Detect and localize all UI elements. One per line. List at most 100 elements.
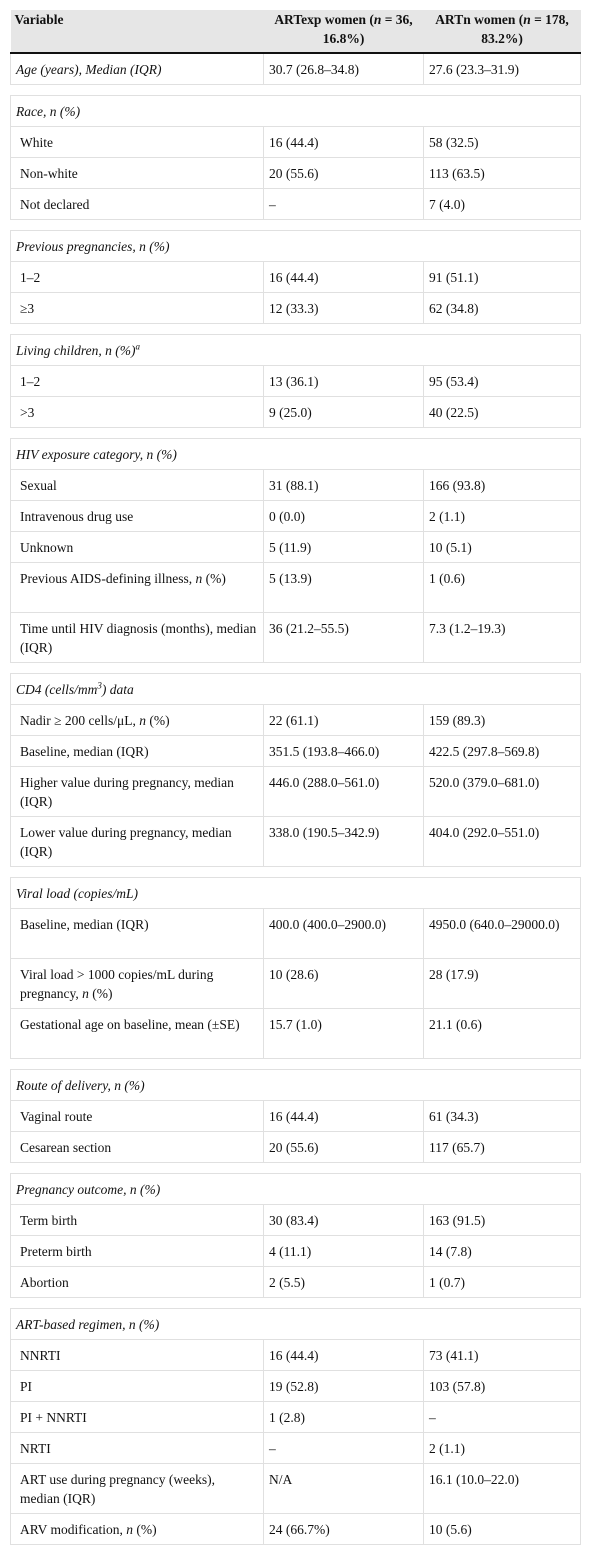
row-label: Not declared bbox=[10, 188, 264, 220]
artn-value: 61 (34.3) bbox=[423, 1100, 581, 1132]
table-row: Gestational age on baseline, mean (±SE) … bbox=[10, 1008, 581, 1059]
spacer-row bbox=[10, 84, 581, 96]
row-label: Vaginal route bbox=[10, 1100, 264, 1132]
row-label: Lower value during pregnancy, median (IQ… bbox=[10, 816, 264, 867]
section-title: CD4 (cells/mm3) data bbox=[10, 673, 581, 705]
artexp-value: 15.7 (1.0) bbox=[263, 1008, 424, 1059]
artexp-value: 9 (25.0) bbox=[263, 396, 424, 428]
row-label: Unknown bbox=[10, 531, 264, 563]
row-label: PI bbox=[10, 1370, 264, 1402]
artn-value: 21.1 (0.6) bbox=[423, 1008, 581, 1059]
artexp-value: 400.0 (400.0–2900.0) bbox=[263, 908, 424, 959]
header-artn: ARTn women (n = 178, 83.2%) bbox=[423, 10, 581, 54]
artexp-value: 36 (21.2–55.5) bbox=[263, 612, 424, 663]
table-row: Viral load > 1000 copies/mL during pregn… bbox=[10, 958, 581, 1009]
table-row: Non-white 20 (55.6) 113 (63.5) bbox=[10, 157, 581, 189]
table-row: Term birth 30 (83.4) 163 (91.5) bbox=[10, 1204, 581, 1236]
table-row: ≥3 12 (33.3) 62 (34.8) bbox=[10, 292, 581, 324]
artexp-value: 4 (11.1) bbox=[263, 1235, 424, 1267]
artn-value: 404.0 (292.0–551.0) bbox=[423, 816, 581, 867]
row-label: Intravenous drug use bbox=[10, 500, 264, 532]
characteristics-table: Variable ARTexp women (n = 36, 16.8%) AR… bbox=[10, 10, 581, 1545]
table-row: Not declared – 7 (4.0) bbox=[10, 188, 581, 220]
artn-value: 91 (51.1) bbox=[423, 261, 581, 293]
artn-value: 422.5 (297.8–569.8) bbox=[423, 735, 581, 767]
table-row: Sexual 31 (88.1) 166 (93.8) bbox=[10, 469, 581, 501]
table-row: PI + NNRTI 1 (2.8) – bbox=[10, 1401, 581, 1433]
artn-value: 113 (63.5) bbox=[423, 157, 581, 189]
artn-value: 159 (89.3) bbox=[423, 704, 581, 736]
artexp-value: 13 (36.1) bbox=[263, 365, 424, 397]
header-row: Variable ARTexp women (n = 36, 16.8%) AR… bbox=[10, 10, 581, 54]
row-label: Preterm birth bbox=[10, 1235, 264, 1267]
header-artexp: ARTexp women (n = 36, 16.8%) bbox=[263, 10, 424, 54]
artn-value: 73 (41.1) bbox=[423, 1339, 581, 1371]
artn-value: 1 (0.7) bbox=[423, 1266, 581, 1298]
artexp-value: 16 (44.4) bbox=[263, 1339, 424, 1371]
section-previous-pregnancies: Previous pregnancies, n (%) bbox=[10, 230, 581, 262]
section-title: Route of delivery, n (%) bbox=[10, 1069, 581, 1101]
table-row: Nadir ≥ 200 cells/μL, n (%) 22 (61.1) 15… bbox=[10, 704, 581, 736]
row-label: ≥3 bbox=[10, 292, 264, 324]
artn-value: 2 (1.1) bbox=[423, 500, 581, 532]
table-row-age: Age (years), Median (IQR) 30.7 (26.8–34.… bbox=[10, 53, 581, 85]
row-label: >3 bbox=[10, 396, 264, 428]
spacer-row bbox=[10, 866, 581, 878]
artexp-value: 19 (52.8) bbox=[263, 1370, 424, 1402]
table-row: Intravenous drug use 0 (0.0) 2 (1.1) bbox=[10, 500, 581, 532]
table-row: Baseline, median (IQR) 400.0 (400.0–2900… bbox=[10, 908, 581, 959]
row-label: Previous AIDS-defining illness, n (%) bbox=[10, 562, 264, 613]
row-label: Term birth bbox=[10, 1204, 264, 1236]
artn-value: 7 (4.0) bbox=[423, 188, 581, 220]
row-label: Higher value during pregnancy, median (I… bbox=[10, 766, 264, 817]
row-label: 1–2 bbox=[10, 365, 264, 397]
table-row: Baseline, median (IQR) 351.5 (193.8–466.… bbox=[10, 735, 581, 767]
section-title: Viral load (copies/mL) bbox=[10, 877, 581, 909]
spacer-row bbox=[10, 323, 581, 335]
section-title: Previous pregnancies, n (%) bbox=[10, 230, 581, 262]
artn-value: 1 (0.6) bbox=[423, 562, 581, 613]
section-title: Race, n (%) bbox=[10, 95, 581, 127]
artn-value: 10 (5.6) bbox=[423, 1513, 581, 1545]
spacer-row bbox=[10, 427, 581, 439]
section-title: Pregnancy outcome, n (%) bbox=[10, 1173, 581, 1205]
artn-value: – bbox=[423, 1401, 581, 1433]
artexp-value: 1 (2.8) bbox=[263, 1401, 424, 1433]
artexp-value: 2 (5.5) bbox=[263, 1266, 424, 1298]
artn-value: 103 (57.8) bbox=[423, 1370, 581, 1402]
table-row: Unknown 5 (11.9) 10 (5.1) bbox=[10, 531, 581, 563]
artexp-value: 12 (33.3) bbox=[263, 292, 424, 324]
artn-value: 4950.0 (640.0–29000.0) bbox=[423, 908, 581, 959]
artexp-value: 0 (0.0) bbox=[263, 500, 424, 532]
artn-value: 40 (22.5) bbox=[423, 396, 581, 428]
artexp-value: 5 (11.9) bbox=[263, 531, 424, 563]
artexp-value: 24 (66.7%) bbox=[263, 1513, 424, 1545]
artn-value: 10 (5.1) bbox=[423, 531, 581, 563]
artexp-value: 16 (44.4) bbox=[263, 126, 424, 158]
artexp-value: 16 (44.4) bbox=[263, 1100, 424, 1132]
section-living-children: Living children, n (%)a bbox=[10, 334, 581, 366]
row-label: NRTI bbox=[10, 1432, 264, 1464]
table-row: >3 9 (25.0) 40 (22.5) bbox=[10, 396, 581, 428]
artexp-value: 5 (13.9) bbox=[263, 562, 424, 613]
section-viral-load: Viral load (copies/mL) bbox=[10, 877, 581, 909]
row-label: 1–2 bbox=[10, 261, 264, 293]
spacer-row bbox=[10, 662, 581, 674]
table-row: NNRTI 16 (44.4) 73 (41.1) bbox=[10, 1339, 581, 1371]
table-row: Abortion 2 (5.5) 1 (0.7) bbox=[10, 1266, 581, 1298]
artexp-value: 30 (83.4) bbox=[263, 1204, 424, 1236]
section-race: Race, n (%) bbox=[10, 95, 581, 127]
table-row: Vaginal route 16 (44.4) 61 (34.3) bbox=[10, 1100, 581, 1132]
artn-value: 166 (93.8) bbox=[423, 469, 581, 501]
row-label: ART use during pregnancy (weeks), median… bbox=[10, 1463, 264, 1514]
artn-value: 62 (34.8) bbox=[423, 292, 581, 324]
spacer-row bbox=[10, 1058, 581, 1070]
table-row: Lower value during pregnancy, median (IQ… bbox=[10, 816, 581, 867]
table-row: Previous AIDS-defining illness, n (%) 5 … bbox=[10, 562, 581, 613]
table-row: ART use during pregnancy (weeks), median… bbox=[10, 1463, 581, 1514]
artexp-value: 16 (44.4) bbox=[263, 261, 424, 293]
spacer-row bbox=[10, 1297, 581, 1309]
artexp-value: N/A bbox=[263, 1463, 424, 1514]
artexp-value: 446.0 (288.0–561.0) bbox=[263, 766, 424, 817]
section-title: Living children, n (%)a bbox=[10, 334, 581, 366]
